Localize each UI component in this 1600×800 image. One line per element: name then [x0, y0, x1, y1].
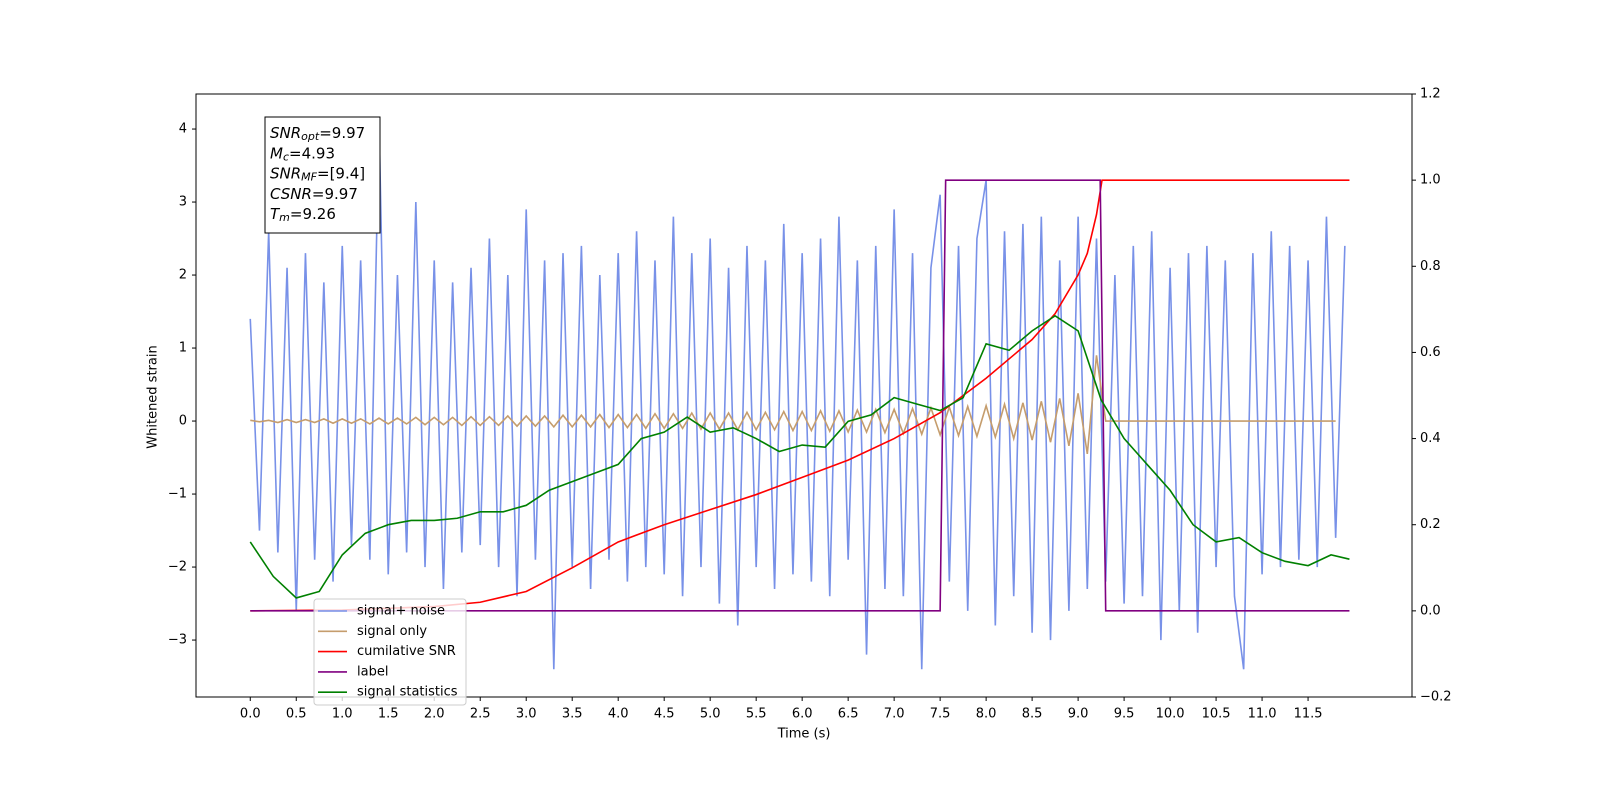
series-line	[250, 355, 1336, 455]
y2-tick-label: 0.8	[1420, 259, 1441, 274]
y2-tick-label: 0.2	[1420, 517, 1441, 532]
x-tick-label: 5.5	[746, 707, 767, 722]
y2-tick-label: 1.0	[1420, 173, 1441, 188]
x-tick-label: 6.5	[838, 707, 859, 722]
y-tick-label: −3	[168, 633, 187, 648]
y-axis-label: Whitened strain	[146, 345, 161, 448]
x-tick-label: 2.0	[424, 707, 445, 722]
x-tick-label: 0.5	[286, 707, 307, 722]
y-tick-label: 1	[179, 341, 187, 356]
legend-label: signal only	[357, 624, 427, 639]
y-tick-label: 4	[179, 122, 187, 137]
annotation-value: =4.93	[289, 144, 335, 162]
annotation-line: SNRopt=9.97	[270, 124, 365, 144]
x-tick-label: 7.0	[884, 707, 905, 722]
annotation-value: =9.97	[312, 184, 358, 202]
annotation-subscript: MF	[301, 171, 317, 184]
annotation-value: =9.97	[319, 124, 365, 142]
legend-label: cumilative SNR	[357, 644, 456, 659]
legend-label: signal statistics	[357, 685, 458, 700]
annotation-line: CSNR=9.97	[270, 184, 358, 202]
x-tick-label: 8.0	[976, 707, 997, 722]
annotation-symbol: SNR	[270, 124, 301, 142]
y2-tick-label: 1.2	[1420, 87, 1441, 102]
annotation-symbol: CSNR	[270, 184, 312, 202]
x-tick-label: 5.0	[700, 707, 721, 722]
x-tick-label: 3.5	[562, 707, 583, 722]
x-tick-label: 3.0	[516, 707, 537, 722]
annotation-subscript: m	[279, 211, 290, 224]
series-line	[250, 179, 1350, 612]
annotation-subscript: c	[283, 150, 289, 163]
x-tick-label: 11.5	[1294, 707, 1323, 722]
x-tick-label: 4.5	[654, 707, 675, 722]
x-tick-label: 10.0	[1156, 707, 1185, 722]
x-tick-label: 4.0	[608, 707, 629, 722]
y-tick-label: −2	[168, 560, 187, 575]
x-tick-label: 8.5	[1022, 707, 1043, 722]
legend-box	[313, 598, 467, 706]
annotation-line: Mc=4.93	[270, 144, 335, 164]
x-tick-label: 9.0	[1068, 707, 1089, 722]
x-tick-label: 11.0	[1248, 707, 1277, 722]
legend-label: label	[357, 664, 388, 679]
y-tick-label: 2	[179, 268, 187, 283]
annotation-line: Tm=9.26	[270, 205, 336, 225]
x-tick-label: 2.5	[470, 707, 491, 722]
annotation-line: SNRMF=[9.4]	[270, 164, 365, 184]
legend-label: signal+ noise	[357, 604, 445, 619]
y2-tick-label: 0.6	[1420, 345, 1441, 360]
y-tick-label: 3	[179, 195, 187, 210]
annotation-value: =[9.4]	[317, 164, 365, 182]
annotation-symbol: M	[270, 144, 283, 162]
x-tick-label: 10.5	[1202, 707, 1231, 722]
x-tick-label: 9.5	[1114, 707, 1135, 722]
series-line	[249, 314, 1350, 599]
series-line	[249, 121, 1346, 670]
x-axis-label: Time (s)	[777, 727, 831, 742]
x-tick-label: 7.5	[930, 707, 951, 722]
x-tick-label: 6.0	[792, 707, 813, 722]
plot-frame	[195, 93, 1413, 698]
annotation-value: =9.26	[290, 205, 336, 223]
y-tick-label: 0	[179, 414, 187, 429]
x-tick-label: 1.5	[378, 707, 399, 722]
y2-tick-label: −0.2	[1420, 690, 1452, 705]
annotation-symbol: T	[270, 205, 281, 223]
y-tick-label: −1	[168, 487, 187, 502]
x-tick-label: 1.0	[332, 707, 353, 722]
annotation-symbol: SNR	[270, 164, 301, 182]
x-tick-label: 0.0	[240, 707, 261, 722]
series-line	[250, 179, 1350, 612]
annotation-subscript: opt	[301, 130, 320, 143]
y2-tick-label: 0.0	[1420, 603, 1441, 618]
y2-tick-label: 0.4	[1420, 431, 1441, 446]
annotation-box	[264, 116, 381, 234]
